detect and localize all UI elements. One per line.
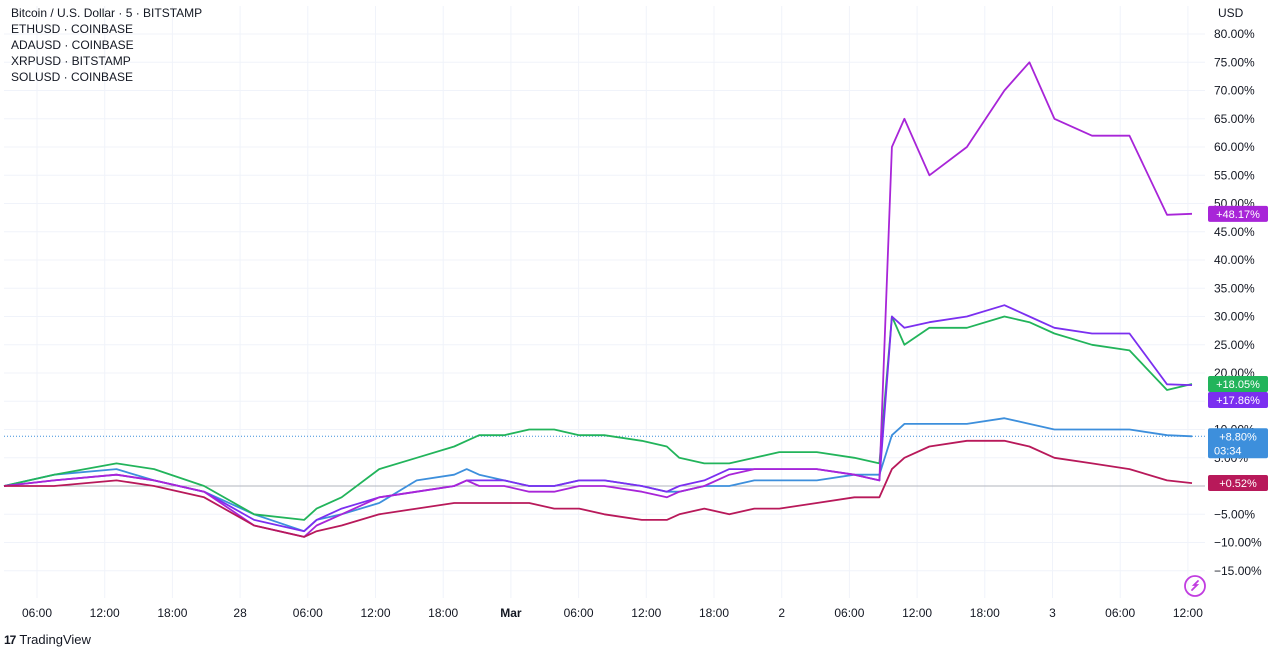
legend-btc[interactable]: Bitcoin / U.S. Dollar · 5 · BITSTAMP	[11, 6, 203, 20]
badge-label-ada: +18.05%	[1216, 379, 1260, 391]
legend-eth[interactable]: ETHUSD · COINBASE	[11, 22, 134, 36]
x-tick-label: 12:00	[360, 606, 390, 620]
y-tick-label: 40.00%	[1214, 253, 1255, 267]
x-tick-label: 12:00	[90, 606, 120, 620]
x-tick-label: 06:00	[834, 606, 864, 620]
x-tick-label: 06:00	[1105, 606, 1135, 620]
legend-ada[interactable]: ADAUSD · COINBASE	[11, 38, 134, 52]
x-tick-label: Mar	[500, 606, 522, 620]
legend-sol[interactable]: SOLUSD · COINBASE	[11, 70, 134, 84]
y-tick-label: 80.00%	[1214, 27, 1255, 41]
series-line-sol	[4, 439, 1193, 538]
x-tick-label: 28	[233, 606, 247, 620]
series-line-xrp	[3, 61, 1193, 538]
badge-eth	[1208, 392, 1268, 409]
x-tick-label: 12:00	[631, 606, 661, 620]
badge-xrp	[1208, 205, 1268, 222]
badge-btc	[1208, 428, 1268, 459]
price-scale[interactable]: 80.00%75.00%70.00%65.00%60.00%55.00%50.0…	[1214, 27, 1262, 578]
series-line-ada	[3, 315, 1193, 521]
y-tick-label: 45.00%	[1214, 225, 1255, 239]
last-value-badges: +48.17% +18.05% +17.86% +8.80% 03:34 +0.52%	[1208, 205, 1268, 492]
y-tick-label: 35.00%	[1214, 281, 1255, 295]
badge-sol	[1208, 475, 1268, 492]
x-tick-label: 18:00	[970, 606, 1000, 620]
series-lines	[3, 61, 1193, 538]
y-tick-label: 30.00%	[1214, 310, 1255, 324]
x-tick-label: 2	[778, 606, 785, 620]
y-tick-label: 55.00%	[1214, 168, 1255, 182]
y-tick-label: 65.00%	[1214, 112, 1255, 126]
x-tick-label: 06:00	[293, 606, 323, 620]
y-tick-label: 60.00%	[1214, 140, 1255, 154]
legend-xrp[interactable]: XRPUSD · BITSTAMP	[11, 54, 131, 68]
y-tick-label: 70.00%	[1214, 84, 1255, 98]
tradingview-logo-icon: 17	[4, 632, 16, 647]
x-tick-label: 18:00	[428, 606, 458, 620]
y-tick-label: 25.00%	[1214, 338, 1255, 352]
currency-button[interactable]: USD	[1218, 6, 1244, 20]
y-tick-label: 75.00%	[1214, 55, 1255, 69]
x-tick-label: 3	[1049, 606, 1056, 620]
series-line-eth	[3, 304, 1193, 533]
x-tick-label: 06:00	[564, 606, 594, 620]
y-tick-label: −15.00%	[1214, 564, 1262, 578]
x-tick-label: 12:00	[1173, 606, 1203, 620]
x-tick-label: 12:00	[902, 606, 932, 620]
y-tick-label: −5.00%	[1214, 507, 1255, 521]
badge-label-btc: +8.80%	[1219, 431, 1257, 443]
tradingview-footer[interactable]: 17 TradingView	[4, 632, 91, 647]
badge-ada	[1208, 376, 1268, 393]
x-tick-label: 18:00	[157, 606, 187, 620]
time-scale[interactable]: 06:00 12:00 18:00 28 06:00 12:00 18:00 Mar 06:00…	[22, 606, 1203, 620]
x-tick-label: 18:00	[699, 606, 729, 620]
x-tick-label: 06:00	[22, 606, 52, 620]
y-tick-label: −10.00%	[1214, 536, 1262, 550]
compare-icon[interactable]	[1184, 575, 1206, 597]
series-legend: Bitcoin / U.S. Dollar · 5 · BITSTAMP ETH…	[11, 5, 202, 85]
badge-label-eth: +17.86%	[1216, 395, 1260, 407]
badge-label-xrp: +48.17%	[1216, 209, 1260, 221]
grid-lines	[4, 6, 1205, 598]
tradingview-brand: TradingView	[19, 632, 91, 647]
badge-countdown-btc: 03:34	[1214, 445, 1242, 457]
badge-label-sol: +0.52%	[1219, 478, 1257, 490]
